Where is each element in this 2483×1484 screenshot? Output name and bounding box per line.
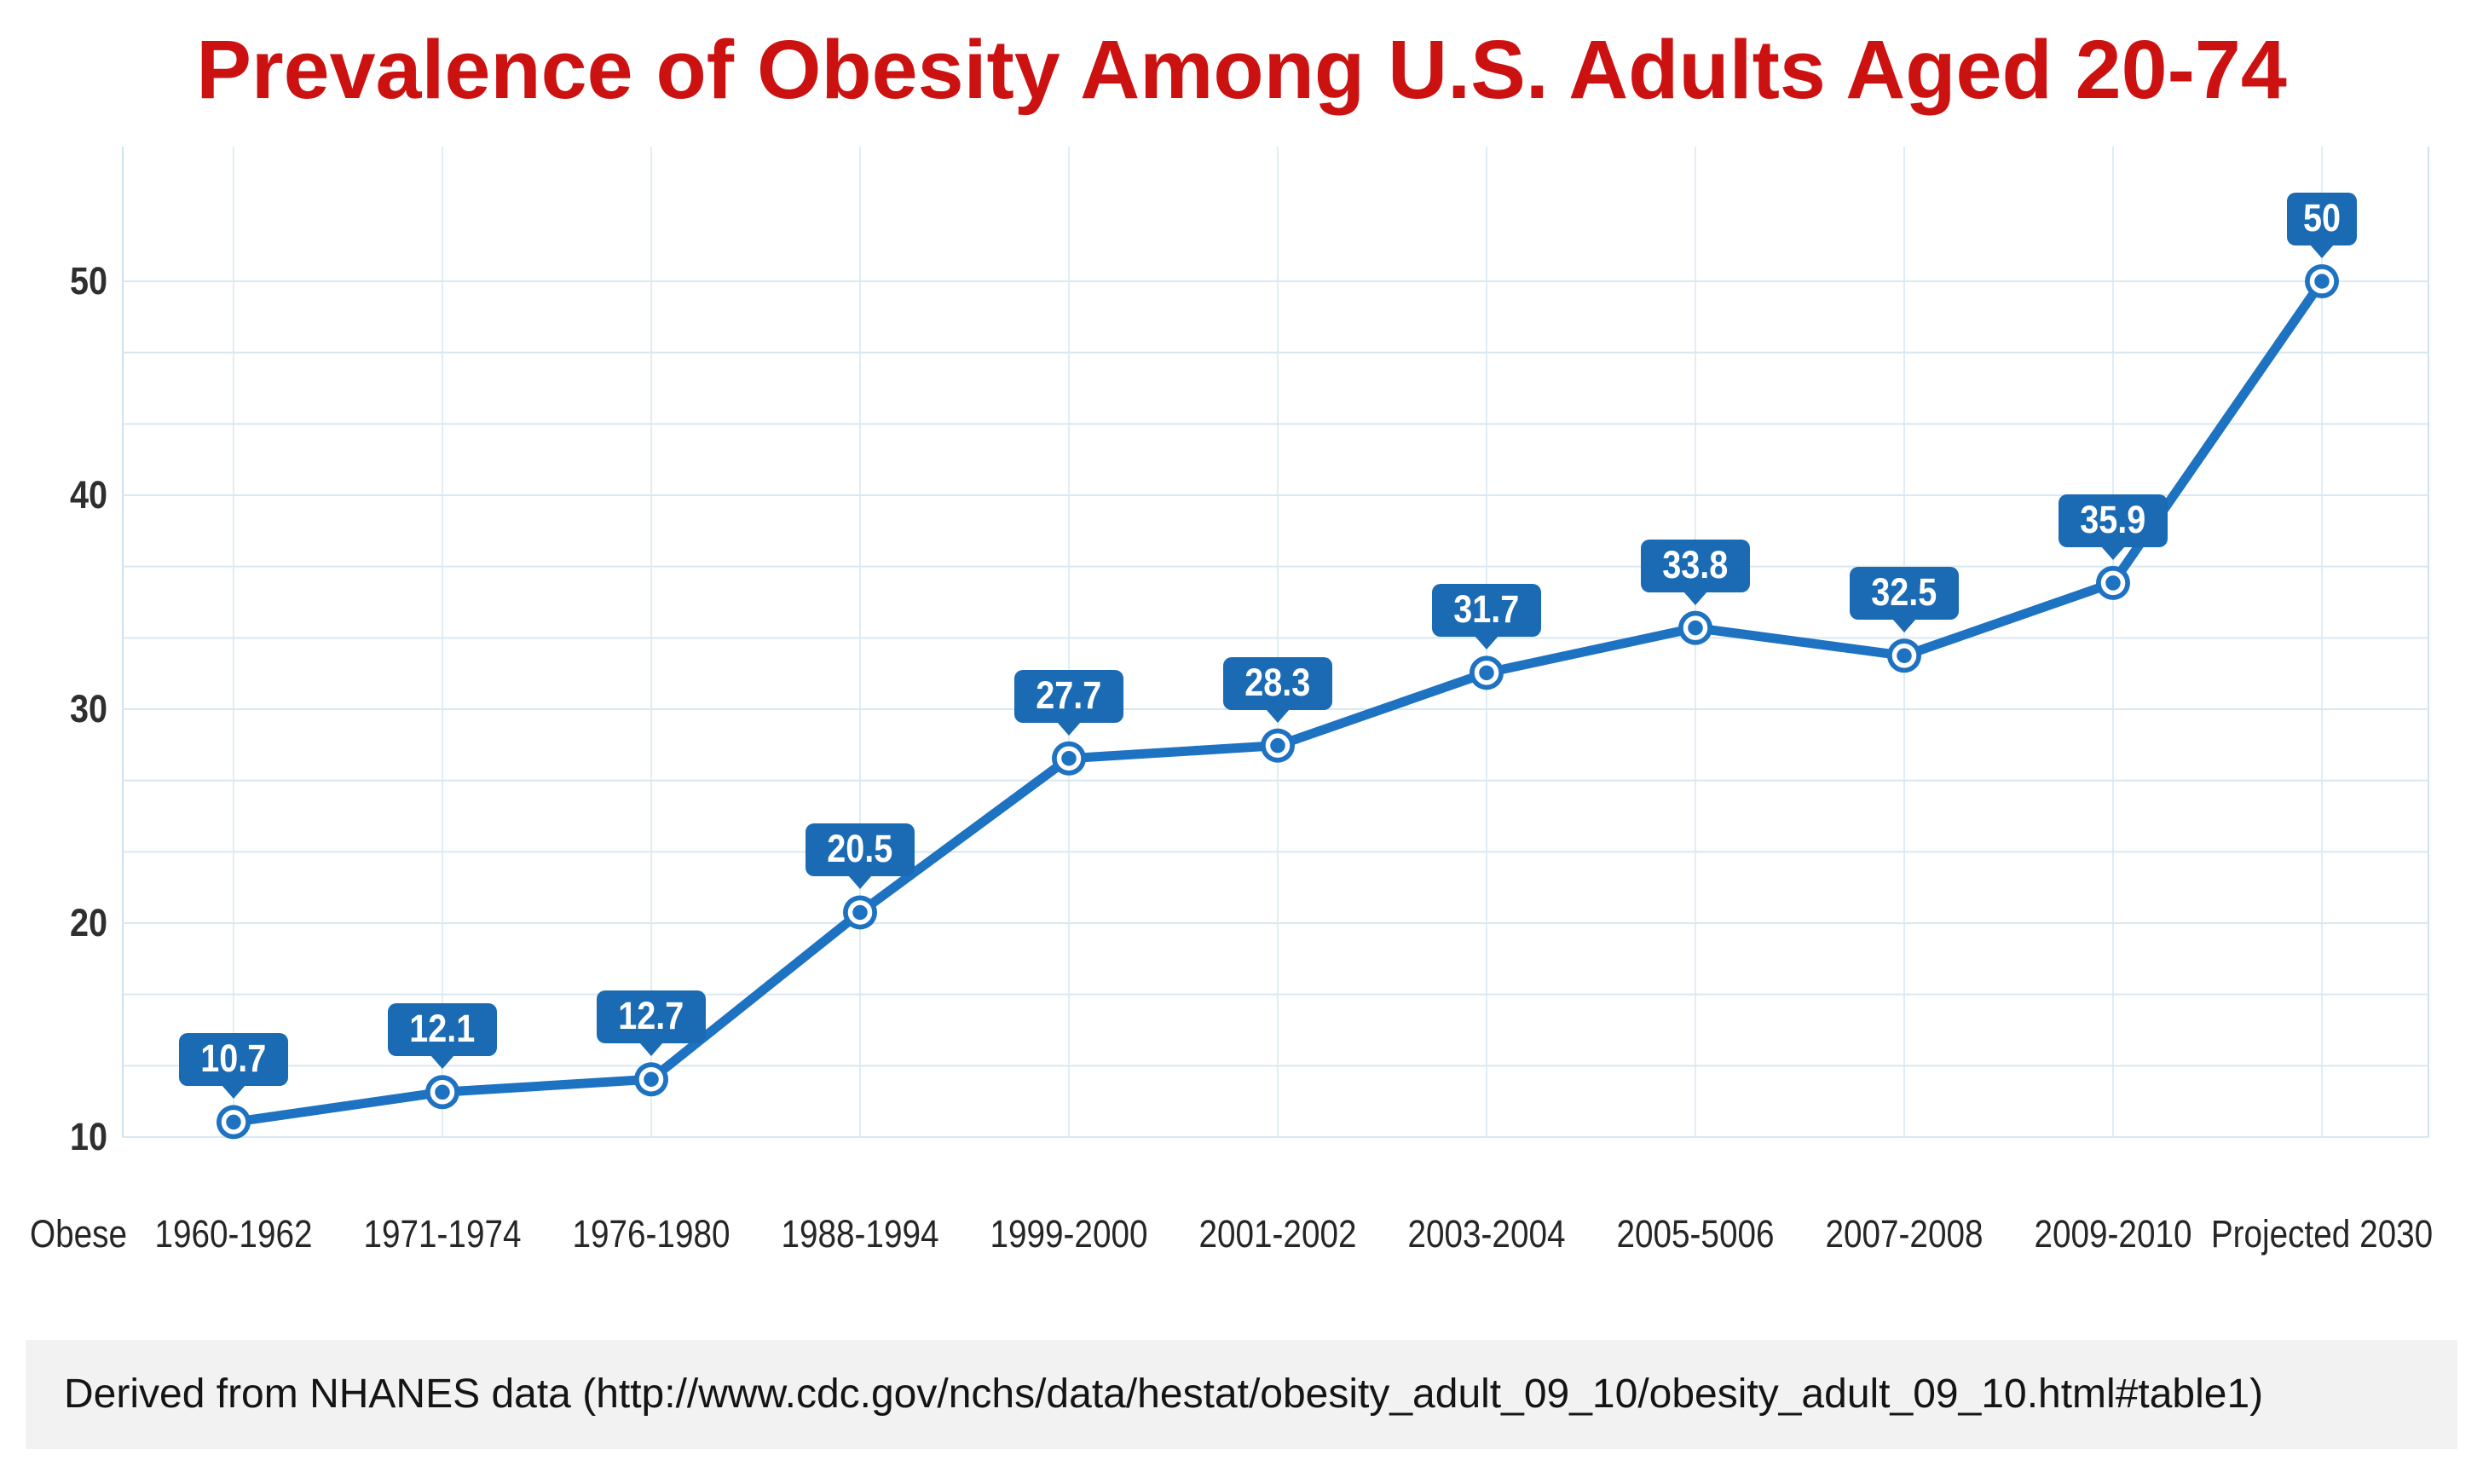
data-point-marker-ring: [1265, 733, 1291, 758]
data-label-value: 50: [2302, 196, 2342, 240]
data-label-callout: 28.3: [1223, 656, 1332, 723]
x-axis-category-label: 2003-2004: [1407, 1212, 1566, 1256]
data-label-callout: 10.7: [179, 1033, 288, 1100]
data-point-marker-ring: [1056, 746, 1082, 771]
data-point-marker-ring: [430, 1080, 455, 1105]
page-title: Prevalence of Obesity Among U.S. Adults …: [196, 23, 2287, 116]
data-label-value: 35.9: [2080, 497, 2146, 541]
data-point-marker-ring: [1474, 661, 1499, 685]
source-note-text: Derived from NHANES data (http://www.cdc…: [64, 1371, 2264, 1417]
data-label-callout: 20.5: [806, 823, 915, 890]
data-label-value: 20.5: [827, 827, 893, 871]
x-axis-category-label: 1971-1974: [363, 1212, 522, 1256]
data-label-callout: 27.7: [1014, 669, 1123, 736]
data-label-callout: 50: [2287, 193, 2357, 258]
data-label-value: 10.7: [200, 1036, 267, 1081]
data-point-marker-ring: [847, 900, 873, 925]
x-axis-category-label: 1999-2000: [990, 1212, 1148, 1256]
data-label-callout: 12.7: [597, 990, 706, 1057]
data-label-callout: 35.9: [2059, 494, 2168, 560]
x-axis-category-label: 2005-5006: [1616, 1212, 1775, 1256]
data-label-callout: 33.8: [1641, 539, 1750, 605]
data-label-value: 28.3: [1244, 660, 1311, 704]
data-label-callout: 32.5: [1850, 567, 1959, 633]
data-point-marker-ring: [1683, 615, 1708, 640]
data-point-marker-ring: [2309, 269, 2335, 294]
data-label-value: 32.5: [1871, 570, 1937, 615]
data-label-callout: 12.1: [388, 1003, 497, 1070]
data-label-value: 31.7: [1453, 587, 1520, 632]
x-axis-category-label: 2007-2008: [1825, 1212, 1984, 1256]
x-axis-category-label: 2009-2010: [2034, 1212, 2192, 1256]
x-axis-category-label: 1976-1980: [572, 1212, 730, 1256]
data-label-value: 12.7: [618, 994, 684, 1038]
source-note-bar: Derived from NHANES data (http://www.cdc…: [26, 1340, 2457, 1449]
x-axis-category-label: 1988-1994: [781, 1212, 939, 1256]
data-point-marker-ring: [221, 1110, 246, 1135]
data-point-marker-ring: [638, 1066, 664, 1092]
y-axis-tick-label: 20: [69, 901, 107, 944]
data-point-marker-ring: [2100, 570, 2126, 596]
x-axis-category-label: 2001-2002: [1198, 1212, 1357, 1256]
data-point-marker-ring: [1891, 644, 1917, 668]
data-label-callout: 31.7: [1432, 584, 1541, 650]
data-label-value: 12.1: [409, 1007, 476, 1051]
y-axis-tick-label: 40: [69, 473, 107, 517]
data-label-value: 27.7: [1036, 673, 1102, 717]
y-axis-tick-label: 50: [69, 259, 107, 303]
y-axis-tick-label: 30: [69, 687, 107, 730]
x-axis-category-label: Projected 2030: [2210, 1212, 2434, 1256]
data-label-value: 33.8: [1662, 542, 1729, 586]
y-axis-tick-label: 10: [69, 1115, 107, 1158]
series-label: Obese: [29, 1212, 128, 1256]
x-axis-category-label: 1960-1962: [154, 1212, 313, 1256]
